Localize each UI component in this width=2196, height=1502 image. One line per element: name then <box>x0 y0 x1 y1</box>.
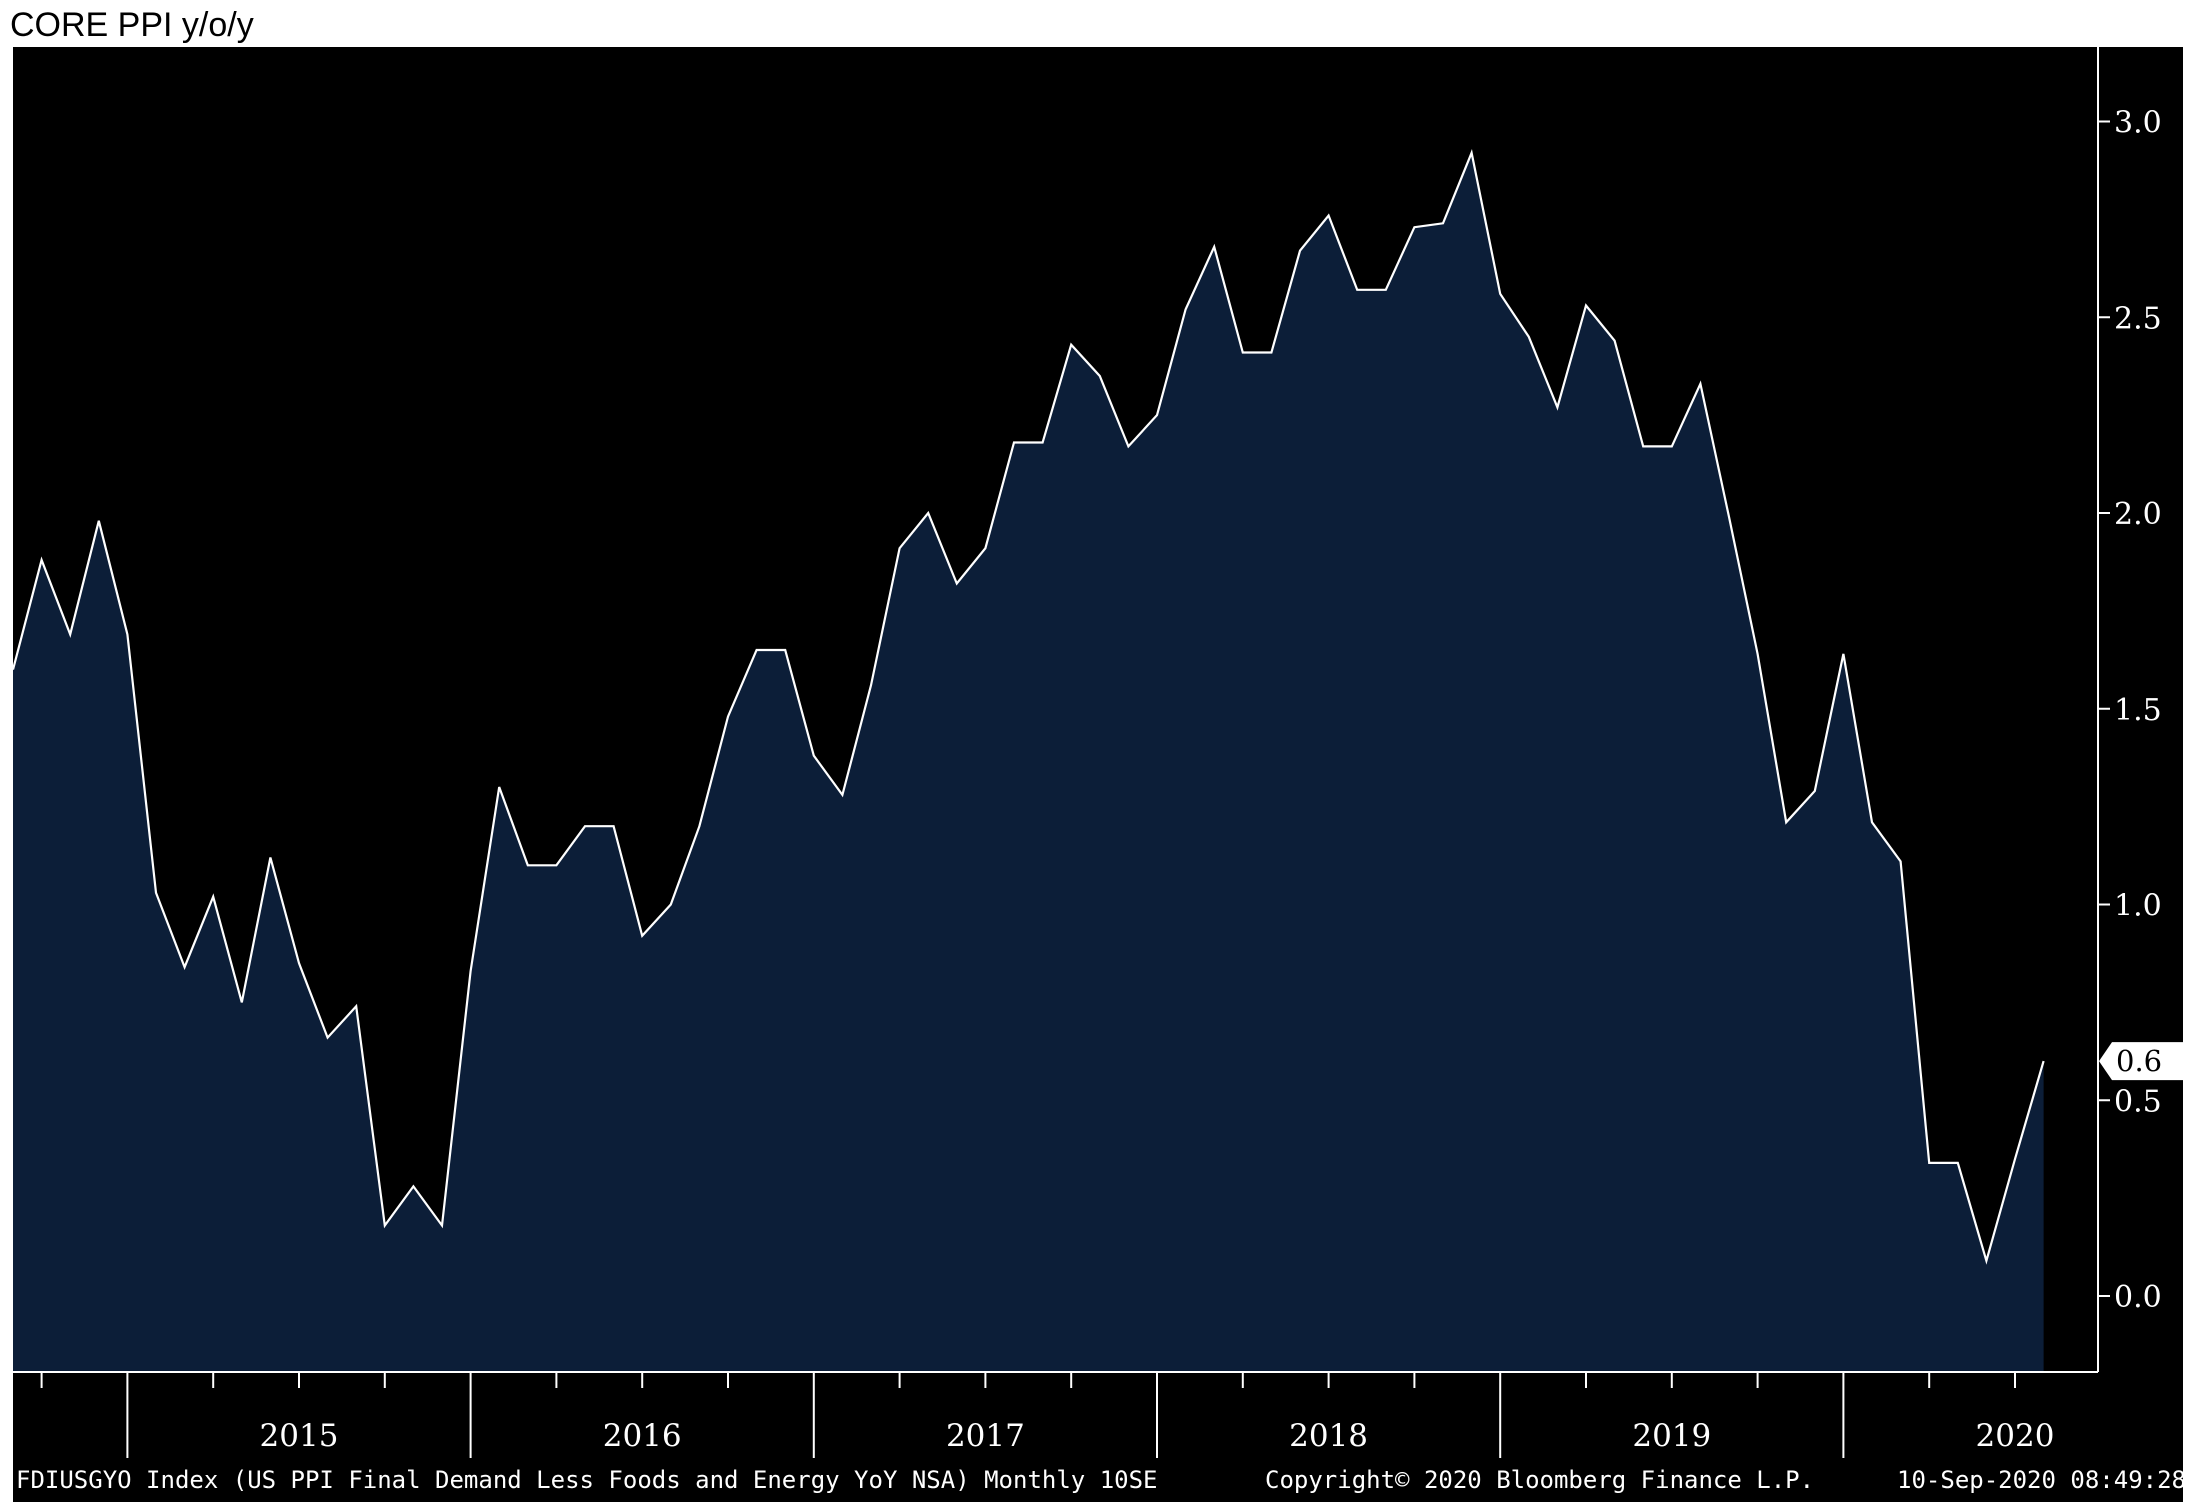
footer-series-description: FDIUSGYO Index (US PPI Final Demand Less… <box>16 1466 1158 1494</box>
y-tick-label: 2.5 <box>2114 301 2162 336</box>
footer-timestamp: 10-Sep-2020 08:49:28 <box>1897 1466 2186 1494</box>
x-year-label: 2016 <box>603 1418 682 1454</box>
footer-copyright: Copyright© 2020 Bloomberg Finance L.P. <box>1265 1466 1814 1494</box>
chart-title: CORE PPI y/o/y <box>10 6 254 44</box>
axes: 0.0 0.5 1.0 1.5 2.0 2.5 3.0 2015 2016 2017 2018 201… <box>13 47 2190 1458</box>
last-value-marker <box>2099 1042 2190 1081</box>
x-year-label: 2015 <box>260 1418 339 1454</box>
y-tick-label: 2.0 <box>2114 497 2162 532</box>
area-fill <box>13 152 2044 1372</box>
series-line <box>11 149 2045 1265</box>
y-tick-label: 1.0 <box>2114 889 2162 924</box>
x-year-label: 2019 <box>1632 1418 1711 1454</box>
plot-area <box>11 149 2045 1372</box>
y-tick-label: 0.0 <box>2114 1280 2162 1315</box>
y-tick-label: 1.5 <box>2114 693 2162 728</box>
y-tick-label: 0.5 <box>2114 1084 2162 1119</box>
x-year-label: 2020 <box>1976 1418 2055 1454</box>
y-tick-label: 3.0 <box>2114 106 2162 141</box>
last-value-label: 0.6 <box>2116 1044 2162 1078</box>
x-year-label: 2017 <box>946 1418 1025 1454</box>
x-year-label: 2018 <box>1289 1418 1368 1454</box>
